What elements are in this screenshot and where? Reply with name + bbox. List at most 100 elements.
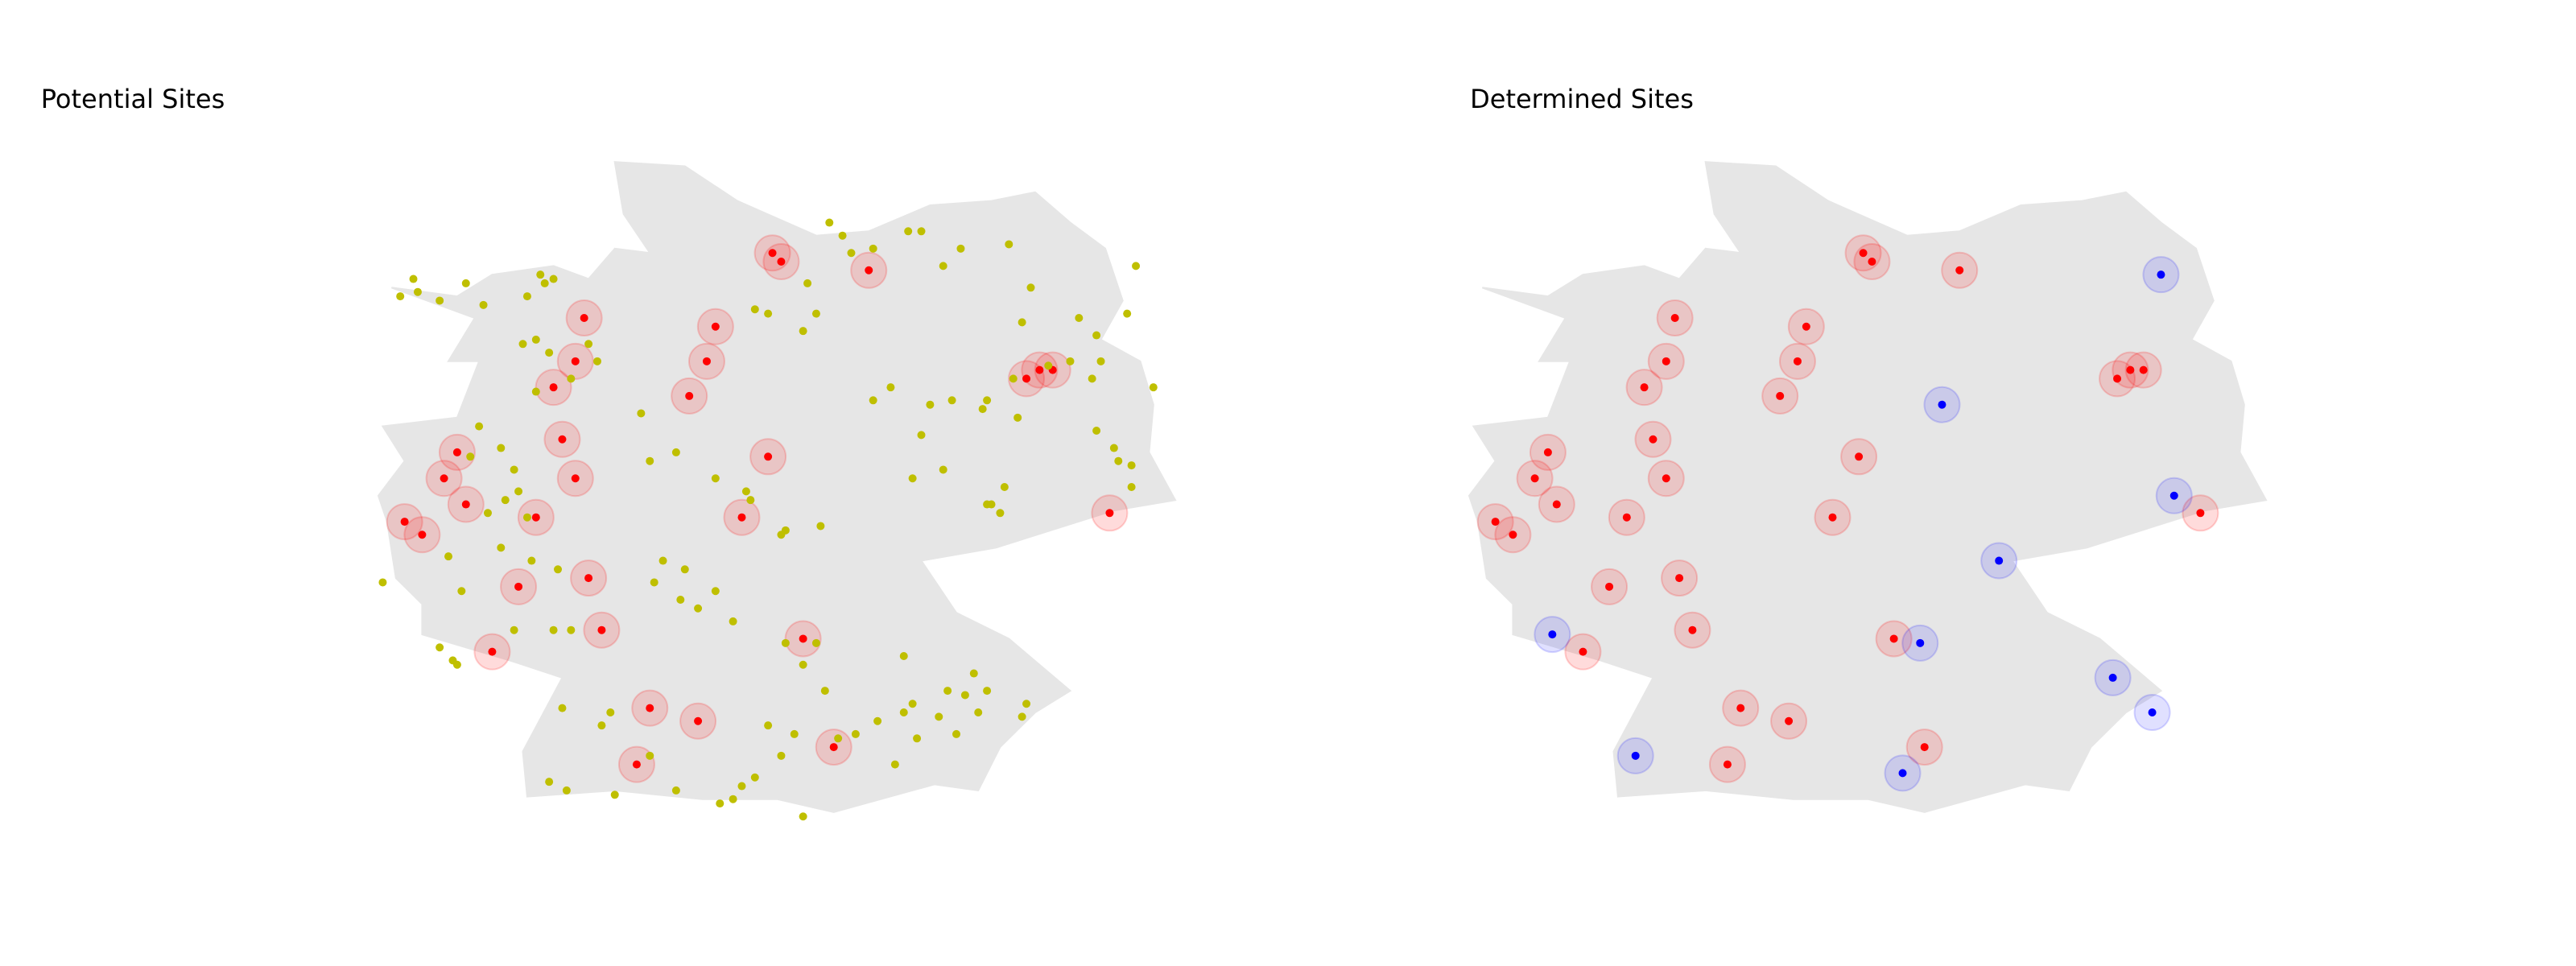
candidate-site-marker <box>466 452 475 461</box>
panel-title: Potential Sites <box>40 84 225 114</box>
candidate-site-marker <box>820 687 829 696</box>
candidate-site-marker <box>536 270 545 279</box>
candidate-site-marker <box>886 383 895 392</box>
existing-site-marker <box>829 743 838 752</box>
candidate-site-marker <box>926 400 935 409</box>
candidate-site-marker <box>764 721 773 730</box>
candidate-site-marker <box>1005 240 1013 249</box>
candidate-site-marker <box>711 474 720 483</box>
existing-site-marker <box>1022 374 1031 383</box>
candidate-site-marker <box>680 565 689 574</box>
germany-map <box>377 161 1177 813</box>
new-site-marker <box>1898 769 1907 778</box>
determined-sites-panel: Determined Sites <box>1288 0 2576 966</box>
existing-site-marker <box>777 258 786 266</box>
candidate-site-marker <box>777 751 786 760</box>
candidate-site-marker <box>501 496 510 505</box>
candidate-site-marker <box>869 244 877 253</box>
candidate-site-marker <box>908 700 917 708</box>
existing-site-marker <box>1579 647 1587 656</box>
candidate-site-marker <box>781 638 790 647</box>
candidate-site-marker <box>497 543 506 552</box>
candidate-site-marker <box>711 587 720 596</box>
candidate-site-marker <box>790 729 799 738</box>
candidate-site-marker <box>899 708 908 716</box>
candidate-site-marker <box>518 340 527 349</box>
candidate-site-marker <box>562 786 571 795</box>
existing-site-marker <box>2196 509 2205 518</box>
candidate-site-marker <box>479 300 488 309</box>
germany-land <box>1468 161 2268 813</box>
existing-site-marker <box>1543 448 1552 456</box>
existing-site-marker <box>1491 518 1500 526</box>
candidate-site-marker <box>531 335 540 344</box>
candidate-site-marker <box>904 227 913 236</box>
candidate-site-marker <box>1018 712 1026 721</box>
existing-site-marker <box>400 518 409 526</box>
candidate-site-marker <box>939 262 947 270</box>
candidate-site-marker <box>396 292 405 301</box>
new-site-marker <box>1631 751 1640 760</box>
candidate-site-marker <box>799 660 807 669</box>
candidate-site-marker <box>671 786 680 795</box>
candidate-site-marker <box>908 474 917 483</box>
candidate-site-marker <box>983 687 992 696</box>
candidate-site-marker <box>811 309 820 318</box>
candidate-site-marker <box>650 578 658 587</box>
candidate-site-marker <box>475 422 484 431</box>
existing-site-marker <box>1889 634 1898 643</box>
existing-site-marker <box>558 435 567 444</box>
candidate-site-marker <box>610 791 619 799</box>
candidate-site-marker <box>764 309 773 318</box>
existing-site-marker <box>1785 716 1794 725</box>
candidate-site-marker <box>1114 456 1123 465</box>
candidate-site-marker <box>1088 374 1096 383</box>
candidate-site-marker <box>1075 314 1084 322</box>
existing-site-marker <box>1662 357 1670 365</box>
existing-site-marker <box>1552 500 1561 509</box>
candidate-site-marker <box>947 396 956 405</box>
candidate-site-marker <box>1092 331 1101 340</box>
potential-sites-panel: Potential Sites <box>40 84 1177 821</box>
existing-site-marker <box>580 314 588 322</box>
candidate-site-marker <box>558 704 567 712</box>
candidate-site-marker <box>1022 700 1031 708</box>
candidate-site-marker <box>1149 383 1158 392</box>
existing-site-marker <box>1920 743 1929 752</box>
new-site-marker <box>2157 270 2165 279</box>
candidate-site-marker <box>899 652 908 660</box>
existing-site-marker <box>571 474 580 483</box>
candidate-site-marker <box>436 643 444 652</box>
candidate-site-marker <box>545 349 554 357</box>
candidate-site-marker <box>527 556 536 565</box>
candidate-site-marker <box>597 721 606 730</box>
candidate-site-marker <box>694 604 703 613</box>
candidate-site-marker <box>799 812 807 821</box>
existing-site-marker <box>1035 365 1044 374</box>
existing-site-marker <box>1509 530 1517 539</box>
existing-site-marker <box>514 582 523 591</box>
candidate-site-marker <box>646 751 654 760</box>
existing-site-marker <box>584 574 593 583</box>
candidate-site-marker <box>869 396 877 405</box>
candidate-site-marker <box>540 279 549 287</box>
existing-site-marker <box>1605 582 1614 591</box>
existing-site-marker <box>694 716 703 725</box>
new-site-marker <box>1916 638 1925 647</box>
candidate-site-marker <box>960 691 969 700</box>
existing-site-marker <box>461 500 470 509</box>
existing-site-marker <box>1859 249 1868 258</box>
candidate-site-marker <box>939 465 947 474</box>
candidate-site-marker <box>943 687 952 696</box>
existing-site-marker <box>1105 509 1114 518</box>
existing-site-marker <box>702 357 711 365</box>
existing-site-marker <box>632 760 641 769</box>
candidate-site-marker <box>716 799 724 808</box>
candidate-site-marker <box>996 509 1005 518</box>
existing-site-marker <box>1662 474 1670 483</box>
existing-site-marker <box>549 383 558 392</box>
candidate-site-marker <box>1127 483 1136 491</box>
germany-map <box>1468 161 2268 813</box>
existing-site-marker <box>1776 391 1785 400</box>
candidate-site-marker <box>510 465 518 474</box>
